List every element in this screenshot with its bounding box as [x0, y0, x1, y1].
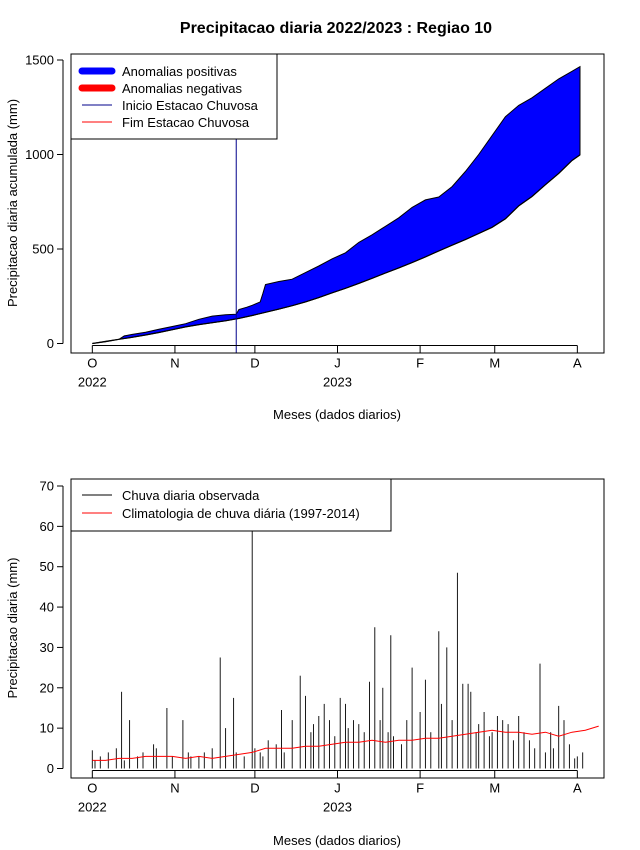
- climatology-cumulative-line: [92, 154, 581, 345]
- x-tick-label: A: [573, 781, 582, 796]
- legend-item-season-end: Fim Estacao Chuvosa: [82, 115, 250, 130]
- bottom-y-axis-label: Precipitacao diaria (mm): [5, 558, 20, 699]
- x-tick-label: N: [170, 356, 179, 371]
- daily-rain-bars: [91, 526, 584, 769]
- top-x-axis: O N D J F M A 2022 2023: [78, 345, 582, 390]
- y-tick-label: 30: [40, 640, 54, 655]
- top-legend: Anomalias positivas Anomalias negativas …: [70, 53, 278, 140]
- legend-label-climatology: Climatologia de chuva diária (1997-2014): [122, 506, 360, 521]
- y-tick-label: 1500: [25, 53, 54, 68]
- legend-item-season-start: Inicio Estacao Chuvosa: [82, 98, 259, 113]
- chart-daily: 0 10 20 30 40 50 60 70 O N D J F M A 2022 2023 Meses (d…: [5, 478, 605, 848]
- chart-title: Precipitacao diaria 2022/2023 : Regiao 1…: [180, 20, 492, 37]
- climatology-daily-line: [92, 725, 599, 761]
- legend-label-observed: Chuva diaria observada: [122, 488, 260, 503]
- bottom-x-axis: O N D J F M A 2022 2023: [78, 770, 582, 815]
- legend-label-season-start: Inicio Estacao Chuvosa: [122, 98, 259, 113]
- y-tick-label: 40: [40, 600, 54, 615]
- bottom-legend-box: [70, 478, 392, 532]
- x-tick-label: M: [489, 356, 500, 371]
- bottom-y-axis: 0 10 20 30 40 50 60 70: [40, 479, 64, 776]
- x-year-label: 2022: [78, 800, 107, 815]
- legend-label-positive: Anomalias positivas: [122, 64, 237, 79]
- x-year-label: 2023: [323, 800, 352, 815]
- x-tick-label: O: [87, 356, 97, 371]
- top-y-axis-label: Precipitacao diaria acumulada (mm): [5, 99, 20, 307]
- y-tick-label: 10: [40, 721, 54, 736]
- legend-item-negative: Anomalias negativas: [78, 81, 242, 96]
- x-tick-label: D: [250, 356, 259, 371]
- y-tick-label: 60: [40, 519, 54, 534]
- bottom-x-axis-label: Meses (dados diarios): [273, 833, 401, 848]
- legend-item-climatology: Climatologia de chuva diária (1997-2014): [82, 506, 360, 521]
- x-tick-label: O: [87, 781, 97, 796]
- y-tick-label: 70: [40, 479, 54, 494]
- legend-label-negative: Anomalias negativas: [122, 81, 242, 96]
- legend-item-observed: Chuva diaria observada: [82, 488, 260, 503]
- x-tick-label: D: [250, 781, 259, 796]
- x-year-label: 2022: [78, 375, 107, 390]
- y-tick-label: 20: [40, 680, 54, 695]
- x-tick-label: F: [416, 356, 424, 371]
- x-year-label: 2023: [323, 375, 352, 390]
- y-tick-label: 0: [47, 761, 54, 776]
- legend-item-positive: Anomalias positivas: [78, 64, 237, 79]
- top-plot-area: [92, 54, 581, 353]
- x-tick-label: F: [416, 781, 424, 796]
- legend-label-season-end: Fim Estacao Chuvosa: [122, 115, 250, 130]
- y-tick-label: 0: [47, 336, 54, 351]
- y-tick-label: 1000: [25, 147, 54, 162]
- x-tick-label: J: [334, 356, 341, 371]
- x-tick-label: J: [334, 781, 341, 796]
- y-tick-label: 500: [32, 242, 54, 257]
- x-tick-label: A: [573, 356, 582, 371]
- top-y-axis: 0 500 1000 1500: [25, 53, 64, 351]
- x-tick-label: N: [170, 781, 179, 796]
- chart-accumulated: Precipitacao diaria 2022/2023 : Regiao 1…: [5, 20, 605, 422]
- bottom-legend: Chuva diaria observada Climatologia de c…: [70, 478, 392, 532]
- y-tick-label: 50: [40, 559, 54, 574]
- top-x-axis-label: Meses (dados diarios): [273, 407, 401, 422]
- x-tick-label: M: [489, 781, 500, 796]
